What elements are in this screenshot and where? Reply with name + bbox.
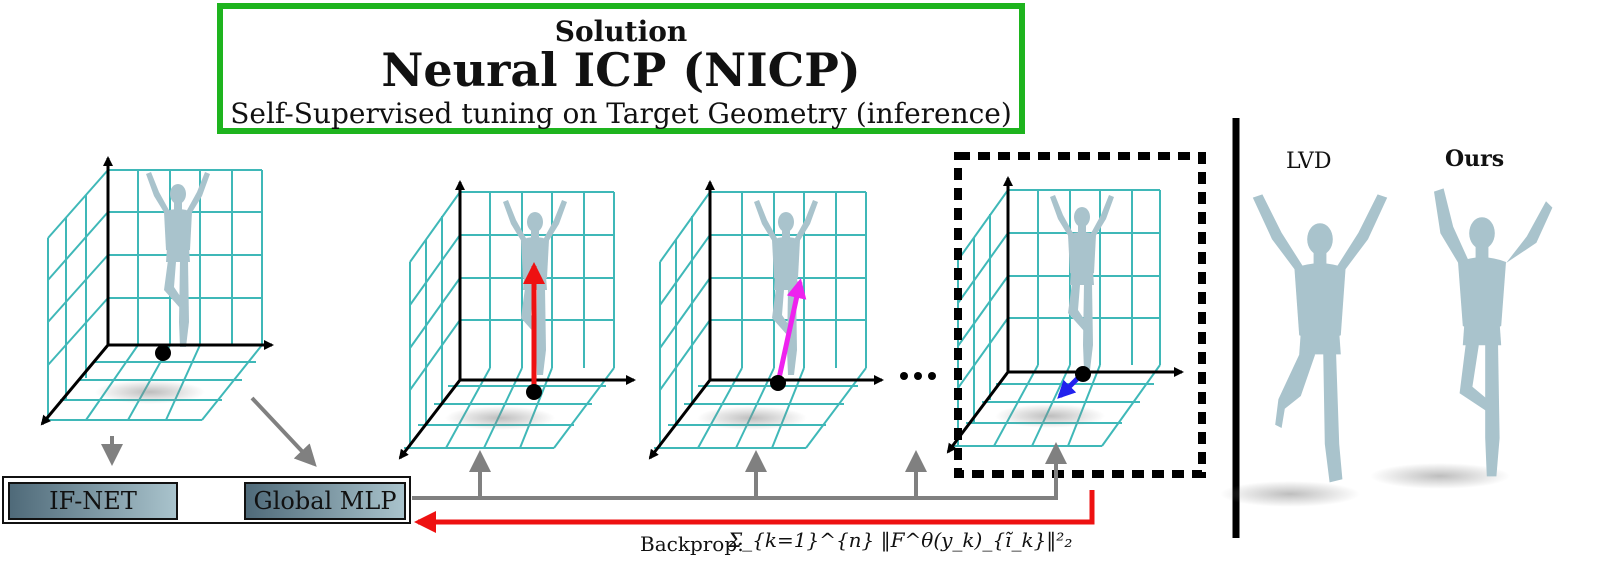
lvd-figure [1220,194,1388,507]
ellipsis-dots [900,372,936,380]
title-main: Neural ICP (NICP) [381,43,861,97]
final-result-frame [954,152,1206,478]
grid-panel-1 [40,156,274,426]
title-solution: Solution [554,15,688,48]
encoder-box: IF-NET Global MLP [2,476,411,524]
ours-label: Ours [1445,146,1505,172]
grid-panel-3 [648,180,884,460]
backprop-label: Backprop: [640,532,744,556]
grid-panel-2 [398,180,636,460]
title-box: Solution Neural ICP (NICP) Self-Supervis… [217,3,1025,134]
lvd-label: LVD [1286,149,1332,174]
ours-figure [1370,188,1553,489]
ifnet-block: IF-NET [8,482,178,520]
grid-panel-4 [946,152,1206,478]
title-subtitle: Self-Supervised tuning on Target Geometr… [230,97,1012,130]
loss-formula: Σ_{k=1}^{n} ‖F^θ(y_k)_{ĩ_k}‖²₂ [728,528,1073,552]
global-mlp-block: Global MLP [244,482,406,520]
